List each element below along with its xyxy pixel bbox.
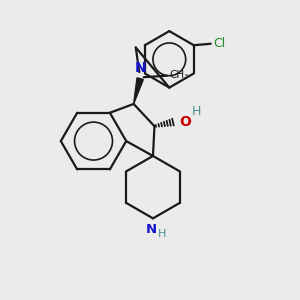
Text: O: O xyxy=(179,116,191,129)
Text: Cl: Cl xyxy=(213,37,225,50)
Text: H: H xyxy=(158,229,166,239)
Text: CH₃: CH₃ xyxy=(169,70,189,80)
Polygon shape xyxy=(134,78,143,104)
Text: N: N xyxy=(146,223,157,236)
Text: N: N xyxy=(134,61,146,75)
Text: H: H xyxy=(192,105,202,118)
